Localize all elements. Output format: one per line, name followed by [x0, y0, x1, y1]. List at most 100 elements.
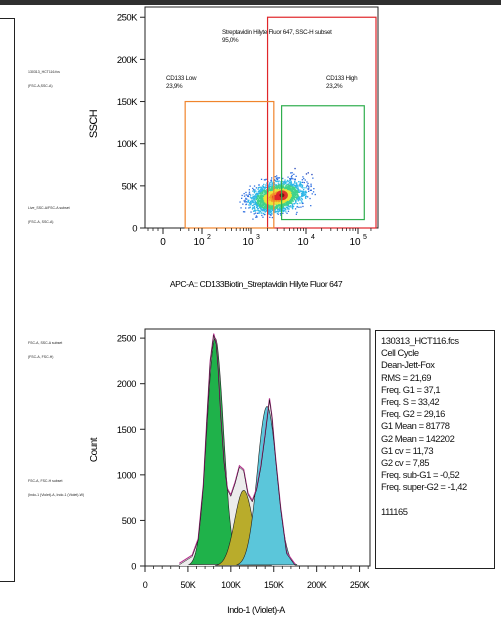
- density-point: [287, 196, 289, 199]
- density-point: [300, 196, 302, 198]
- density-point: [294, 180, 296, 183]
- density-point: [258, 204, 261, 206]
- density-point: [271, 206, 273, 208]
- density-point: [265, 192, 268, 194]
- density-point: [260, 190, 263, 193]
- density-point: [283, 199, 285, 201]
- density-point: [279, 188, 281, 190]
- density-point: [275, 202, 277, 204]
- density-point: [262, 200, 265, 202]
- density-point: [258, 205, 260, 207]
- density-point: [269, 202, 271, 204]
- density-point: [265, 205, 267, 207]
- density-point: [264, 205, 266, 207]
- density-point: [249, 204, 252, 206]
- density-point: [273, 191, 276, 194]
- density-point: [290, 185, 292, 187]
- density-point: [259, 201, 261, 203]
- density-point: [258, 184, 260, 186]
- density-point: [262, 212, 265, 215]
- density-point: [277, 210, 279, 212]
- density-point: [253, 207, 256, 209]
- density-point: [299, 189, 301, 191]
- density-point: [288, 201, 290, 203]
- density-point: [282, 177, 284, 180]
- density-point: [256, 209, 258, 212]
- density-point: [284, 181, 286, 184]
- density-point: [255, 187, 258, 189]
- density-point: [290, 205, 292, 207]
- density-point: [271, 203, 274, 205]
- density-point: [310, 185, 312, 187]
- hierarchy-label-4-line2: (Indo-1 (Violet)-A, Indo-1 (Violet)-W): [28, 492, 85, 497]
- density-point: [277, 202, 279, 204]
- density-point: [298, 190, 300, 193]
- density-point: [260, 192, 262, 194]
- x-tick-exponent: 5: [363, 234, 367, 241]
- density-point: [266, 194, 268, 196]
- data-line: [179, 335, 296, 566]
- y-tick-label: 0: [132, 224, 137, 235]
- hierarchy-label-4-line1: FSC-A, FSC-H subset: [28, 479, 63, 483]
- density-point: [271, 183, 273, 185]
- density-point: [253, 203, 256, 205]
- density-point: [304, 191, 306, 193]
- density-point: [278, 202, 280, 205]
- density-point: [272, 186, 274, 189]
- density-point: [296, 197, 298, 199]
- density-point: [245, 194, 247, 196]
- density-point: [293, 173, 295, 175]
- density-point: [249, 193, 251, 195]
- stat-line: Dean-Jett-Fox: [381, 359, 435, 371]
- density-point: [269, 191, 271, 193]
- density-point: [263, 205, 265, 207]
- density-point: [264, 194, 266, 196]
- density-point: [261, 199, 263, 202]
- density-point: [258, 212, 260, 214]
- density-point: [277, 177, 280, 179]
- density-point: [263, 213, 265, 216]
- density-point: [269, 206, 271, 208]
- density-point: [253, 185, 256, 187]
- density-point: [274, 195, 276, 197]
- density-point: [284, 190, 287, 192]
- density-point: [275, 198, 277, 200]
- density-point: [264, 179, 266, 181]
- density-point: [269, 183, 271, 186]
- density-point: [283, 203, 285, 206]
- density-point: [274, 198, 276, 201]
- density-point: [249, 202, 251, 204]
- density-point: [292, 196, 294, 199]
- density-point: [242, 203, 244, 205]
- density-point: [270, 185, 272, 187]
- density-point: [286, 181, 288, 183]
- density-point: [260, 187, 263, 189]
- density-point: [262, 191, 264, 193]
- density-point: [247, 201, 249, 203]
- density-point: [279, 212, 282, 215]
- density-point: [287, 184, 289, 186]
- density-point: [267, 195, 270, 197]
- density-point: [289, 206, 291, 208]
- density-point: [273, 179, 276, 181]
- density-point: [263, 207, 265, 209]
- density-point: [263, 179, 266, 181]
- density-point: [300, 183, 302, 186]
- hierarchy-label-1-line1: 130313_HCT116.fcs: [28, 70, 60, 74]
- density-point: [276, 185, 278, 187]
- density-point: [253, 210, 256, 212]
- density-point: [247, 194, 249, 196]
- density-point: [301, 184, 303, 186]
- density-point: [302, 176, 304, 178]
- density-point: [285, 208, 287, 211]
- density-point: [306, 184, 308, 186]
- density-point: [268, 210, 270, 212]
- density-point: [267, 213, 270, 215]
- density-point: [290, 176, 293, 178]
- density-point: [280, 185, 282, 188]
- density-point: [263, 207, 266, 210]
- density-point: [264, 211, 266, 213]
- density-point: [302, 191, 304, 193]
- density-point: [301, 197, 303, 200]
